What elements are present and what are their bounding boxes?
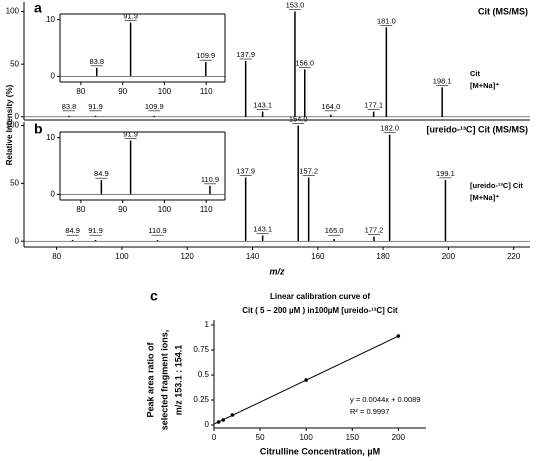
peak-label: 91.9 bbox=[88, 226, 103, 235]
x-tick-label: 80 bbox=[76, 87, 85, 96]
peak-label: 83.8 bbox=[62, 102, 77, 111]
y-tick-label: 0 bbox=[15, 236, 20, 245]
y-tick-label: 0.75 bbox=[193, 345, 209, 354]
peak-label: 143.1 bbox=[253, 101, 272, 110]
peak-label: 137.9 bbox=[236, 50, 255, 59]
x-axis-label: Citrulline Concentration, µM bbox=[260, 446, 380, 456]
x-tick-label: 100 bbox=[299, 433, 313, 442]
peak-label: 84.9 bbox=[65, 226, 80, 235]
data-point bbox=[304, 378, 308, 382]
peak-label: 153.0 bbox=[286, 0, 305, 9]
peak-label: 143.1 bbox=[253, 224, 272, 233]
x-tick-label: 0 bbox=[212, 433, 217, 442]
y-tick-label: 10 bbox=[46, 133, 55, 142]
y-tick-label: 0 bbox=[51, 71, 56, 80]
x-tick-label: 80 bbox=[76, 205, 85, 214]
peak-label: 110.9 bbox=[201, 175, 219, 184]
x-tick-label: 140 bbox=[246, 252, 260, 261]
peak-label: 109.9 bbox=[145, 102, 164, 111]
peak-label: 91.9 bbox=[88, 102, 103, 111]
peak-label: 157.2 bbox=[299, 167, 318, 176]
data-point bbox=[216, 420, 221, 424]
peak-label: 199.1 bbox=[436, 169, 455, 178]
annotation: [M+Na]⁺ bbox=[470, 81, 499, 90]
annotation: [ureido-¹³C] Cit bbox=[470, 181, 523, 190]
data-point bbox=[396, 334, 401, 338]
x-tick-label: 90 bbox=[118, 205, 127, 214]
y-axis-label: selected fragment ions, bbox=[159, 330, 169, 431]
peak-label: 109.9 bbox=[196, 51, 215, 60]
panel-title: Cit (MS/MS) bbox=[478, 6, 528, 16]
x-tick-label: 90 bbox=[118, 87, 127, 96]
x-tick-label: 200 bbox=[392, 433, 406, 442]
peak-label: 137.9 bbox=[236, 167, 255, 176]
peak-label: 164.0 bbox=[321, 102, 340, 111]
peak-label: 177.1 bbox=[364, 101, 383, 110]
peak-label: 110.9 bbox=[148, 226, 166, 235]
annotation: Cit bbox=[470, 69, 481, 78]
panel-letter: c bbox=[150, 288, 158, 304]
y-tick-label: 0 bbox=[15, 112, 20, 121]
panel-title: Linear calibration curve of bbox=[270, 292, 370, 301]
y-tick-label: 10 bbox=[46, 15, 55, 24]
x-axis-label: m/z bbox=[269, 266, 285, 276]
y-tick-label: 0.5 bbox=[198, 370, 210, 379]
y-tick-label: 0 bbox=[51, 189, 56, 198]
x-tick-label: 110 bbox=[200, 87, 213, 96]
panel-letter: a bbox=[34, 0, 42, 16]
peak-label: 84.9 bbox=[94, 169, 109, 178]
x-tick-label: 100 bbox=[158, 205, 172, 214]
x-tick-label: 100 bbox=[115, 252, 129, 261]
y-tick-label: 50 bbox=[10, 178, 19, 187]
y-tick-label: 50 bbox=[10, 59, 19, 68]
peak-label: 91.9 bbox=[123, 129, 138, 138]
peak-label: 181.0 bbox=[377, 16, 396, 25]
peak-label: 83.8 bbox=[89, 57, 104, 66]
x-tick-label: 180 bbox=[376, 252, 390, 261]
y-tick-label: 100 bbox=[6, 7, 20, 16]
y-tick-label: 0 bbox=[205, 420, 210, 429]
y-tick-label: 100 bbox=[6, 121, 20, 130]
x-tick-label: 120 bbox=[181, 252, 195, 261]
peak-label: 156.0 bbox=[295, 58, 314, 67]
data-point bbox=[221, 418, 226, 422]
peak-label: 177.2 bbox=[365, 226, 384, 235]
peak-label: 91.9 bbox=[123, 11, 138, 20]
panel-letter: b bbox=[34, 121, 43, 137]
y-tick-label: 0.25 bbox=[193, 395, 209, 404]
x-tick-label: 100 bbox=[158, 87, 172, 96]
annotation: [M+Na]⁺ bbox=[470, 193, 499, 202]
x-tick-label: 150 bbox=[346, 433, 360, 442]
x-tick-label: 80 bbox=[52, 252, 61, 261]
y-axis-label: m/z 153.1 : 154.1 bbox=[173, 345, 183, 416]
x-tick-label: 50 bbox=[256, 433, 265, 442]
x-tick-label: 220 bbox=[507, 252, 521, 261]
peak-label: 182.0 bbox=[380, 124, 399, 133]
y-tick-label: 1 bbox=[205, 320, 210, 329]
panel-title: [ureido-¹³C] Cit (MS/MS) bbox=[427, 124, 528, 134]
x-tick-label: 200 bbox=[442, 252, 456, 261]
y-axis-label: Peak area ratio of bbox=[145, 341, 155, 417]
annotation: y = 0.0044x + 0.0089 bbox=[350, 395, 420, 404]
x-tick-label: 160 bbox=[311, 252, 325, 261]
x-tick-label: 110 bbox=[200, 205, 213, 214]
data-point bbox=[230, 413, 235, 417]
y-axis-label: Relative Intensity (%) bbox=[5, 84, 14, 165]
peak-label: 165.0 bbox=[325, 226, 344, 235]
annotation: R² = 0.9997 bbox=[350, 407, 389, 416]
peak-label: 154.0 bbox=[289, 114, 308, 123]
peak-label: 198.1 bbox=[433, 76, 452, 85]
panel-title: Cit ( 5 – 200 µM ) in100µM [ureido-¹³C] … bbox=[242, 306, 398, 315]
